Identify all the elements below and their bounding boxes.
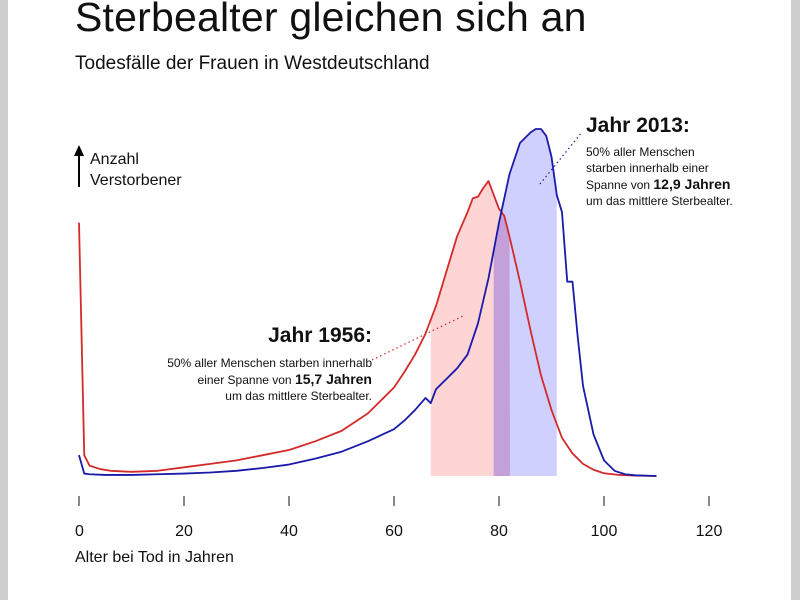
series-line-jahr-1956 — [78, 180, 657, 477]
highlight-bands — [430, 129, 557, 476]
x-tick-label-0: 0 — [75, 523, 84, 540]
chart-title: Sterbealter gleichen sich an — [75, 0, 587, 40]
annotation-2013-line3: Spanne von — [586, 178, 654, 192]
annotation-1956-span-value: 15,7 Jahren — [294, 371, 372, 387]
x-axis: 0 20 40 60 80 100 120 — [75, 496, 722, 540]
left-border — [0, 0, 8, 600]
leader-line-1956 — [371, 315, 464, 361]
x-axis-label: Alter bei Tod in Jahren — [75, 549, 234, 566]
chart-subtitle: Todesfälle der Frauen in Westdeutschland — [75, 53, 430, 74]
annotation-2013-line4: um das mittlere Sterbealter. — [586, 194, 733, 208]
band-overlap — [493, 212, 511, 476]
annotation-2013: Jahr 2013: 50% aller Menschen starben in… — [586, 113, 766, 209]
annotation-1956: Jahr 1956: 50% aller Menschen starben in… — [150, 323, 372, 404]
x-tick-label-20: 20 — [175, 523, 193, 540]
x-tick-label-60: 60 — [385, 523, 403, 540]
annotation-1956-heading: Jahr 1956: — [268, 324, 372, 347]
x-tick-label-120: 120 — [696, 523, 723, 540]
annotation-2013-line1: 50% aller Menschen — [586, 145, 695, 159]
y-axis-arrow-icon — [74, 145, 84, 187]
x-tick-label-100: 100 — [591, 523, 618, 540]
series-line-jahr-2013 — [78, 128, 657, 477]
annotation-2013-line2: starben innerhalb einer — [586, 161, 709, 175]
right-border — [791, 0, 800, 600]
series-lines — [78, 128, 657, 477]
y-axis-label: Anzahl Verstorbener — [90, 149, 182, 191]
annotation-2013-heading: Jahr 2013: — [586, 114, 690, 137]
annotation-1956-line3: um das mittlere Sterbealter. — [225, 389, 372, 403]
annotation-2013-span-value: 12,9 Jahren — [653, 176, 731, 192]
annotation-1956-line1: 50% aller Menschen starben innerhalb — [167, 356, 372, 370]
annotation-1956-line2: einer Spanne von — [197, 373, 295, 387]
y-axis-label-line1: Anzahl — [90, 151, 139, 168]
x-tick-label-40: 40 — [280, 523, 298, 540]
x-tick-label-80: 80 — [490, 523, 508, 540]
annotation-leaders — [371, 131, 583, 361]
y-axis-label-line2: Verstorbener — [90, 172, 182, 189]
